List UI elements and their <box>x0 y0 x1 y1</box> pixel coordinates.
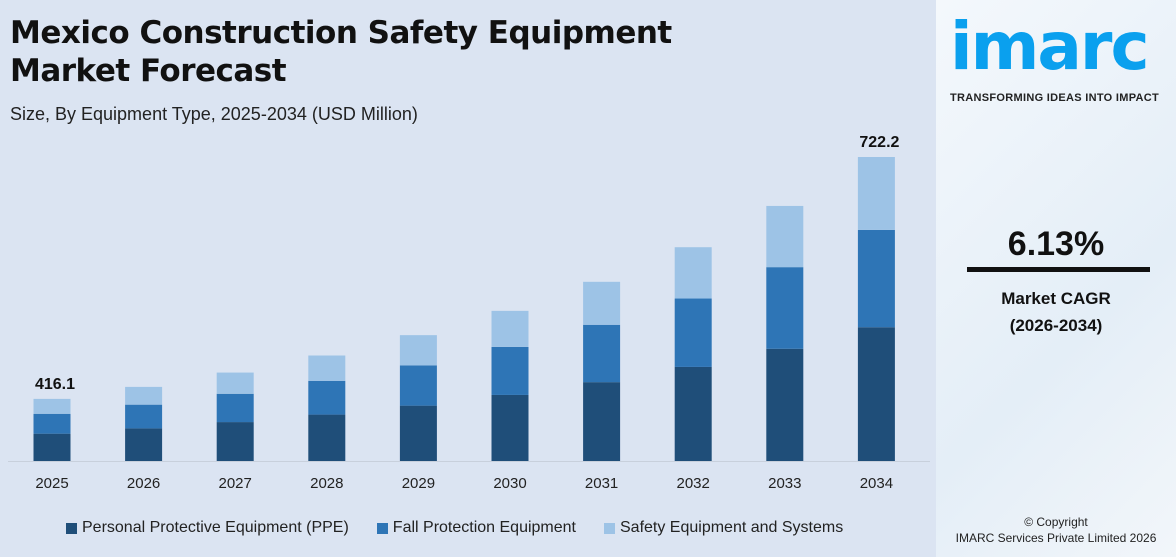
title-line-2: Market Forecast <box>10 53 287 89</box>
data-label-2025: 416.1 <box>35 376 75 393</box>
copyright-company: IMARC Services Private Limited 2026 <box>955 531 1157 545</box>
x-tick-label: 2032 <box>677 475 710 492</box>
bar-segment-2033-2 <box>766 205 804 268</box>
x-tick-label: 2034 <box>860 475 893 492</box>
bar-segment-2027-2 <box>216 372 254 394</box>
bar-segment-2030-1 <box>491 346 529 395</box>
x-tick-label: 2031 <box>585 475 618 492</box>
legend-label: Fall Protection Equipment <box>392 519 576 536</box>
bar-segment-2032-2 <box>674 247 712 299</box>
copyright-symbol: © Copyright <box>1024 515 1088 529</box>
legend-label: Safety Equipment and Systems <box>620 519 844 536</box>
bar-segment-2026-2 <box>125 386 163 405</box>
x-tick-label: 2026 <box>127 475 160 492</box>
title-line-1: Mexico Construction Safety Equipment <box>10 15 672 51</box>
bar-segment-2025-1 <box>33 413 71 434</box>
bar-segment-2031-1 <box>583 324 621 383</box>
copyright: © Copyright IMARC Services Private Limite… <box>936 514 1176 546</box>
legend-item: Fall Protection Equipment <box>376 519 576 537</box>
bar-segment-2031-2 <box>583 281 621 325</box>
chart-subtitle: Size, By Equipment Type, 2025-2034 (USD … <box>10 104 418 124</box>
legend-label: Personal Protective Equipment (PPE) <box>82 519 349 536</box>
bar-segment-2034-0 <box>857 327 895 461</box>
legend-swatch <box>604 522 615 534</box>
x-tick-label: 2027 <box>219 475 252 492</box>
x-tick-label: 2029 <box>402 475 435 492</box>
cagr-label-block: Market CAGR (2026-2034) <box>936 285 1176 339</box>
legend-item: Safety Equipment and Systems <box>604 519 843 537</box>
legend-swatch <box>66 522 77 534</box>
bar-segment-2029-0 <box>399 405 437 461</box>
bar-segment-2028-2 <box>308 355 346 381</box>
cagr-period: (2026-2034) <box>1009 316 1103 335</box>
x-tick-label: 2030 <box>493 475 526 492</box>
x-tick-label: 2033 <box>768 475 801 492</box>
bar-segment-2025-2 <box>33 398 71 414</box>
bar-segment-2029-1 <box>399 365 437 406</box>
data-label-2034: 722.2 <box>859 134 899 151</box>
bar-segment-2032-1 <box>674 298 712 367</box>
legend-swatch <box>376 522 388 534</box>
cagr-value: 6.13% <box>1007 225 1105 263</box>
bar-segment-2027-1 <box>216 393 254 423</box>
legend: Personal Protective Equipment (PPE) Fall … <box>66 519 843 537</box>
legend-item: Personal Protective Equipment (PPE) <box>66 519 349 537</box>
bar-segment-2034-1 <box>857 229 895 328</box>
bar-segment-2029-2 <box>399 335 437 366</box>
bar-segment-2026-0 <box>125 428 163 461</box>
chart-title: Mexico Construction Safety Equipment Mark… <box>10 14 672 90</box>
bar-segment-2027-0 <box>216 422 254 461</box>
stacked-bar-chart: 2025 416.1 2026 2027 2028 2029 2030 2031 2032 203… <box>8 134 930 492</box>
logo-tagline: TRANSFORMING IDEAS INTO IMPACT <box>950 92 1160 104</box>
bar-segment-2032-0 <box>674 366 712 461</box>
bar-segment-2031-0 <box>583 382 621 461</box>
bar-segment-2033-0 <box>766 348 804 461</box>
bar-segment-2025-0 <box>33 433 71 461</box>
bar-segment-2034-2 <box>857 157 895 230</box>
bar-segment-2028-0 <box>308 414 346 461</box>
side-panel: imarc TRANSFORMING IDEAS INTO IMPACT 6.1… <box>936 0 1176 557</box>
imarc-logo: imarc <box>950 8 1150 85</box>
cagr-divider <box>967 267 1150 272</box>
bar-segment-2033-1 <box>766 267 804 349</box>
bar-segment-2026-1 <box>125 404 163 429</box>
bar-segment-2030-0 <box>491 394 529 461</box>
cagr-label: Market CAGR <box>1001 289 1111 308</box>
bar-segment-2030-2 <box>491 310 529 347</box>
x-tick-label: 2028 <box>310 475 343 492</box>
x-tick-label: 2025 <box>35 475 68 492</box>
bar-segment-2028-1 <box>308 380 346 415</box>
